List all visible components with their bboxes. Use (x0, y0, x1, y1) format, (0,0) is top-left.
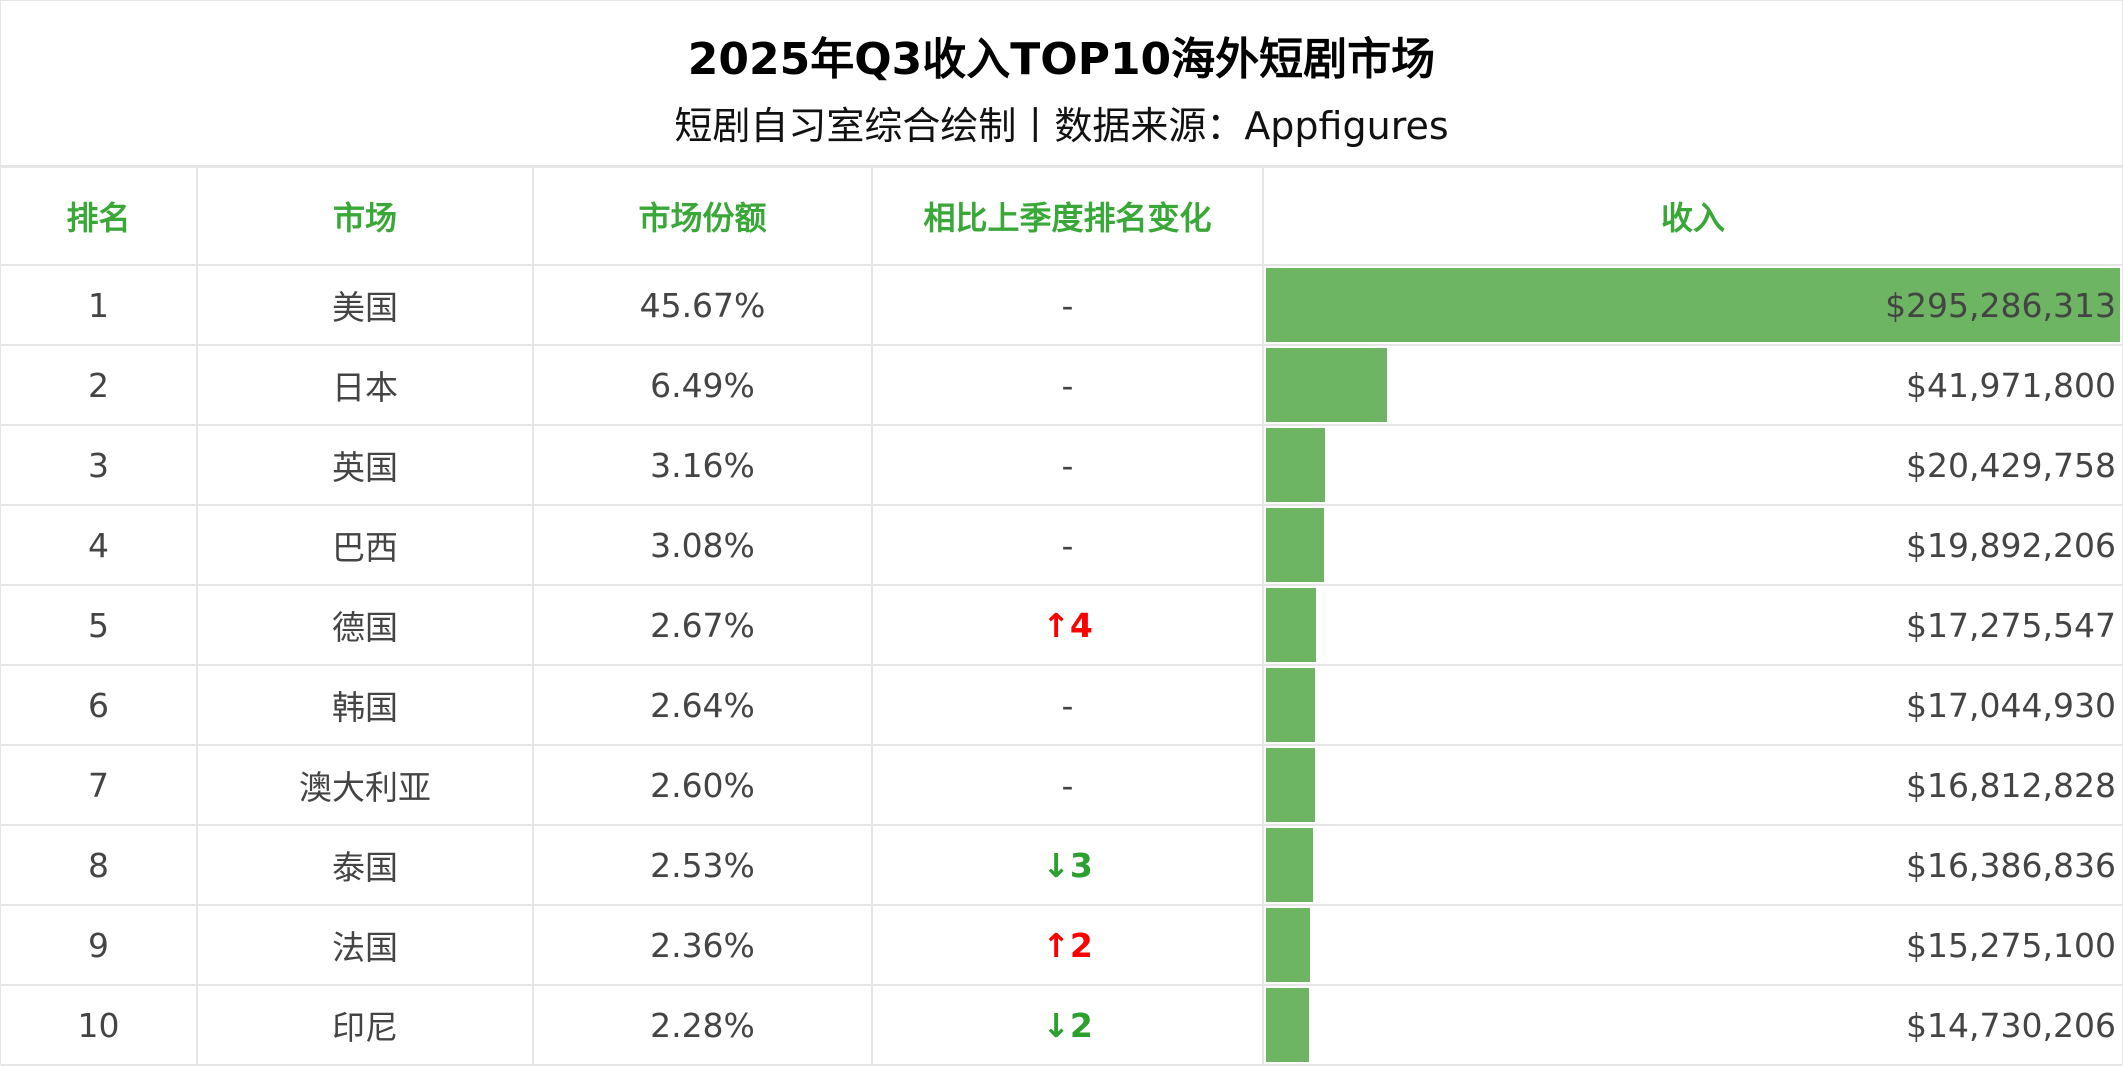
change-cell: - (871, 504, 1264, 586)
market-cell: 泰国 (196, 824, 534, 906)
rank-cell: 7 (1, 744, 198, 826)
change-cell: - (871, 664, 1264, 746)
change-cell: - (871, 424, 1264, 506)
market-cell: 韩国 (196, 664, 534, 746)
market-cell: 日本 (196, 344, 534, 426)
chart-title: 2025年Q3收入TOP10海外短剧市场 (687, 34, 1436, 85)
market-cell: 印尼 (196, 984, 534, 1066)
table-row: 9 法国 2.36% ↑2 $15,275,100 (1, 904, 2122, 986)
header-rank: 排名 (1, 166, 198, 266)
market-cell: 德国 (196, 584, 534, 666)
table-row: 2 日本 6.49% - $41,971,800 (1, 344, 2122, 426)
share-cell: 2.36% (532, 904, 873, 986)
revenue-label: $17,275,547 (1906, 605, 2116, 645)
revenue-cell: $19,892,206 (1262, 504, 2122, 586)
rank-cell: 1 (1, 264, 198, 346)
table-row: 8 泰国 2.53% ↓3 $16,386,836 (1, 824, 2122, 906)
header-market: 市场 (196, 166, 534, 266)
change-cell: ↑4 (871, 584, 1264, 666)
change-cell: ↑2 (871, 904, 1264, 986)
rank-cell: 9 (1, 904, 198, 986)
header-revenue: 收入 (1262, 166, 2122, 266)
share-cell: 45.67% (532, 264, 873, 346)
rank-cell: 5 (1, 584, 198, 666)
table-row: 3 英国 3.16% - $20,429,758 (1, 424, 2122, 506)
market-cell: 法国 (196, 904, 534, 986)
market-cell: 巴西 (196, 504, 534, 586)
change-cell: - (871, 264, 1264, 346)
rank-cell: 10 (1, 984, 198, 1066)
table-row: 4 巴西 3.08% - $19,892,206 (1, 504, 2122, 586)
revenue-cell: $16,386,836 (1262, 824, 2122, 906)
revenue-label: $20,429,758 (1906, 445, 2116, 485)
revenue-label: $16,386,836 (1906, 845, 2116, 885)
revenue-label: $19,892,206 (1906, 525, 2116, 565)
revenue-cell: $41,971,800 (1262, 344, 2122, 426)
rank-cell: 6 (1, 664, 198, 746)
revenue-label: $295,286,313 (1885, 285, 2116, 325)
table-row: 1 美国 45.67% - $295,286,313 (1, 264, 2122, 346)
revenue-cell: $20,429,758 (1262, 424, 2122, 506)
revenue-bar (1266, 908, 1311, 982)
title-block: 2025年Q3收入TOP10海外短剧市场 短剧自习室综合绘制丨数据来源：Appf… (1, 1, 2122, 167)
share-cell: 6.49% (532, 344, 873, 426)
share-cell: 2.53% (532, 824, 873, 906)
rank-cell: 8 (1, 824, 198, 906)
revenue-cell: $295,286,313 (1262, 264, 2122, 346)
change-cell: ↓2 (871, 984, 1264, 1066)
revenue-cell: $16,812,828 (1262, 744, 2122, 826)
revenue-bar (1266, 508, 1324, 582)
change-cell: - (871, 744, 1264, 826)
revenue-label: $41,971,800 (1906, 365, 2116, 405)
share-cell: 2.67% (532, 584, 873, 666)
share-cell: 3.16% (532, 424, 873, 506)
share-cell: 2.64% (532, 664, 873, 746)
revenue-label: $15,275,100 (1906, 925, 2116, 965)
revenue-label: $17,044,930 (1906, 685, 2116, 725)
revenue-label: $16,812,828 (1906, 765, 2116, 805)
table-row: 6 韩国 2.64% - $17,044,930 (1, 664, 2122, 746)
revenue-bar (1266, 748, 1315, 822)
revenue-bar (1266, 588, 1316, 662)
share-cell: 3.08% (532, 504, 873, 586)
table-row: 10 印尼 2.28% ↓2 $14,730,206 (1, 984, 2122, 1066)
market-cell: 澳大利亚 (196, 744, 534, 826)
share-cell: 2.28% (532, 984, 873, 1066)
revenue-label: $14,730,206 (1906, 1005, 2116, 1045)
ranking-table: 排名 市场 市场份额 相比上季度排名变化 收入 1 美国 45.67% - $295,2… (1, 166, 2122, 1066)
revenue-bar (1266, 988, 1309, 1062)
rank-cell: 4 (1, 504, 198, 586)
revenue-bar (1266, 668, 1316, 742)
revenue-bar (1266, 428, 1326, 502)
revenue-cell: $15,275,100 (1262, 904, 2122, 986)
revenue-cell: $17,044,930 (1262, 664, 2122, 746)
revenue-bar (1266, 828, 1314, 902)
revenue-bar (1266, 348, 1388, 422)
revenue-bar (1266, 268, 2120, 342)
revenue-cell: $14,730,206 (1262, 984, 2122, 1066)
header-share: 市场份额 (532, 166, 873, 266)
rank-cell: 2 (1, 344, 198, 426)
change-cell: ↓3 (871, 824, 1264, 906)
market-cell: 英国 (196, 424, 534, 506)
table-row: 7 澳大利亚 2.60% - $16,812,828 (1, 744, 2122, 826)
rank-cell: 3 (1, 424, 198, 506)
revenue-cell: $17,275,547 (1262, 584, 2122, 666)
change-cell: - (871, 344, 1264, 426)
chart-subtitle: 短剧自习室综合绘制丨数据来源：Appfigures (674, 104, 1449, 148)
table-row: 5 德国 2.67% ↑4 $17,275,547 (1, 584, 2122, 666)
share-cell: 2.60% (532, 744, 873, 826)
header-change: 相比上季度排名变化 (871, 166, 1264, 266)
market-cell: 美国 (196, 264, 534, 346)
header-row: 排名 市场 市场份额 相比上季度排名变化 收入 (1, 166, 2122, 266)
